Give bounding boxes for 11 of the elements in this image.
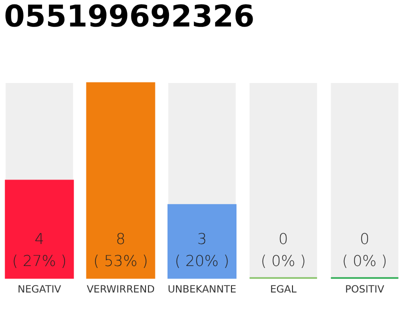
x-tick-label: UNBEKANNTE bbox=[168, 284, 236, 296]
data-label: 3 ( 20% ) bbox=[174, 230, 230, 270]
x-tick-label: POSITIV bbox=[345, 284, 384, 296]
data-label: 0 ( 0% ) bbox=[260, 230, 306, 270]
data-label: 4 ( 27% ) bbox=[12, 230, 67, 270]
x-tick-label: NEGATIV bbox=[18, 284, 62, 296]
data-label: 8 ( 53% ) bbox=[93, 230, 148, 270]
x-tick-label: EGAL bbox=[270, 284, 297, 296]
x-tick-label: VERWIRREND bbox=[86, 284, 155, 296]
chart-title: 055199692326 bbox=[4, 0, 254, 34]
data-label: 0 ( 0% ) bbox=[342, 230, 388, 270]
